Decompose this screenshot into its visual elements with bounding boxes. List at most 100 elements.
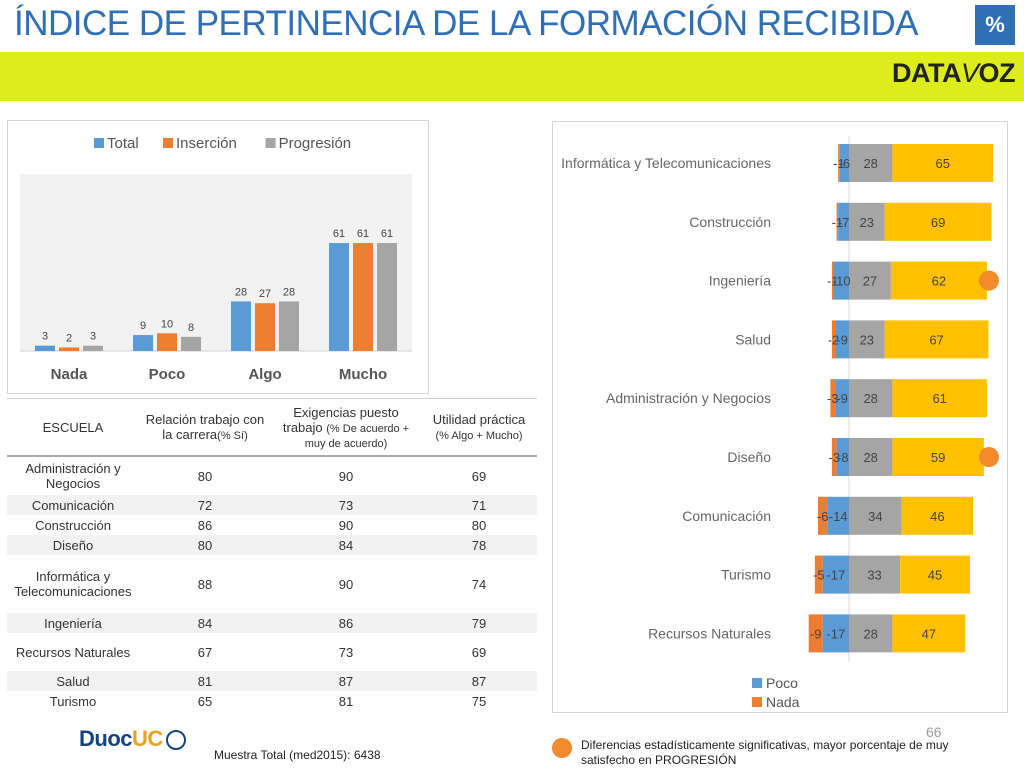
bar-mucho (892, 379, 987, 418)
bar (231, 301, 251, 351)
col-header-utilidad-small: (% Algo + Mucho) (435, 430, 523, 442)
data-label-algo: 27 (863, 274, 877, 289)
cell-exigencias: 90 (338, 576, 354, 592)
category-label: Salud (735, 331, 771, 347)
data-label-algo: 28 (863, 156, 877, 171)
data-label-poco: -6 (839, 156, 851, 171)
datavoz-logo: DATAVOZ (892, 58, 1015, 89)
bar (133, 335, 153, 351)
legend-swatch (94, 138, 104, 148)
col-header-relacion-main: Relación trabajo con la carrera (145, 412, 265, 442)
cell-utilidad: 74 (471, 576, 487, 592)
bar (83, 345, 103, 351)
legend-swatch (752, 697, 762, 707)
bar-algo (849, 261, 891, 300)
table-row: Comunicación 72 73 71 (7, 495, 537, 515)
data-label-nada: -1 (833, 156, 845, 171)
category-label: Ingeniería (709, 273, 771, 289)
category-label: Informática y Telecomunicaciones (561, 155, 771, 171)
data-label-poco: -17 (826, 568, 845, 583)
data-label-algo: 28 (863, 626, 877, 641)
data-label-mucho: 67 (929, 332, 943, 347)
bar-algo (849, 144, 893, 182)
category-label: Turismo (721, 567, 771, 583)
data-label-nada: -1 (827, 274, 839, 289)
bar-poco (838, 202, 849, 241)
legend-swatch (265, 138, 276, 148)
table-row: Ingeniería 84 86 79 (7, 613, 537, 633)
cell-escuela: Diseño (7, 535, 139, 555)
x-tick-label: Nada (51, 366, 88, 383)
col-header-utilidad-main: Utilidad práctica (432, 412, 526, 427)
category-label: Administración y Negocios (606, 390, 771, 406)
data-label-poco: -7 (838, 215, 850, 230)
data-label: 61 (381, 228, 393, 240)
data-label-mucho: 65 (936, 156, 950, 171)
table-row: Recursos Naturales 67 73 69 (7, 633, 537, 671)
data-label-algo: 33 (867, 568, 881, 583)
overall-bar-chart: Nada 3 2 3 Poco 9 10 8 Algo 28 27 28 Mucho 61 61 61 Tota… (7, 120, 429, 394)
data-label-poco: -9 (836, 391, 848, 406)
data-label: 9 (140, 320, 146, 332)
cell-escuela: Administración y Negocios (25, 461, 121, 491)
bar-mucho (892, 144, 994, 182)
cell-relacion: 81 (139, 671, 271, 691)
data-label-mucho: 45 (928, 568, 942, 583)
logo-part-right: OZ (978, 58, 1016, 88)
cell-relacion: 84 (139, 613, 271, 633)
cell-relacion: 67 (197, 644, 213, 660)
data-label-mucho: 46 (930, 509, 944, 524)
data-label-nada: -3 (827, 391, 839, 406)
data-label-algo: 23 (860, 215, 874, 230)
bar-mucho (884, 320, 989, 359)
col-header-escuela: ESCUELA (7, 398, 139, 457)
data-label: 27 (259, 288, 271, 300)
data-label-poco: -17 (826, 626, 845, 641)
cell-exigencias: 90 (338, 517, 354, 533)
bar-algo (849, 555, 901, 594)
duoc-logo-accent: UC (132, 726, 163, 751)
data-label-nada: -1 (832, 215, 844, 230)
data-label: 3 (42, 331, 48, 343)
page-number: 66 (926, 724, 942, 740)
col-header-exigencias-main: Exigencias puesto trabajo (282, 404, 399, 435)
legend-label: Nada (766, 694, 800, 710)
bar-mucho (901, 496, 973, 535)
data-label-mucho: 62 (932, 274, 946, 289)
bar-poco (835, 320, 849, 359)
bar (181, 336, 201, 351)
table-row: Turismo 65 81 75 (7, 691, 537, 711)
legend-label: Progresión (279, 135, 352, 152)
col-header-exigencias-small: (% De acuerdo + muy de acuerdo) (304, 422, 410, 450)
logo-part-mid: V (960, 58, 979, 88)
significance-marker-icon (979, 447, 999, 467)
table-row: Administración y Negocios 80 90 69 (7, 456, 537, 495)
header-band (0, 52, 1024, 101)
bar (59, 347, 79, 351)
duoc-logo-main: Duoc (79, 726, 133, 751)
data-label-nada: -5 (813, 568, 825, 583)
cell-utilidad: 87 (421, 671, 537, 691)
bar (255, 303, 275, 351)
col-header-relacion: Relación trabajo con la carrera(% Sí) (139, 398, 271, 457)
cell-exigencias: 73 (271, 495, 421, 515)
bar-nada (808, 614, 823, 653)
legend-label: Total (107, 135, 139, 152)
bar-nada (831, 320, 836, 359)
cell-relacion: 88 (197, 576, 213, 592)
data-label-algo: 28 (863, 450, 877, 465)
data-label-poco: -9 (836, 332, 848, 347)
bar-mucho (884, 202, 992, 241)
bar-algo (849, 614, 893, 653)
legend-label: Poco (766, 675, 798, 691)
cell-utilidad: 71 (421, 495, 537, 515)
data-label: 61 (333, 228, 345, 240)
cell-utilidad: 69 (471, 468, 487, 484)
legend-swatch (163, 138, 173, 148)
col-header-exigencias: Exigencias puesto trabajo (% De acuerdo … (271, 398, 421, 457)
duoc-seal-icon (165, 730, 186, 751)
bar (157, 333, 177, 351)
bar (377, 243, 397, 351)
cell-utilidad: 69 (471, 644, 487, 660)
cell-escuela: Salud (7, 671, 139, 691)
